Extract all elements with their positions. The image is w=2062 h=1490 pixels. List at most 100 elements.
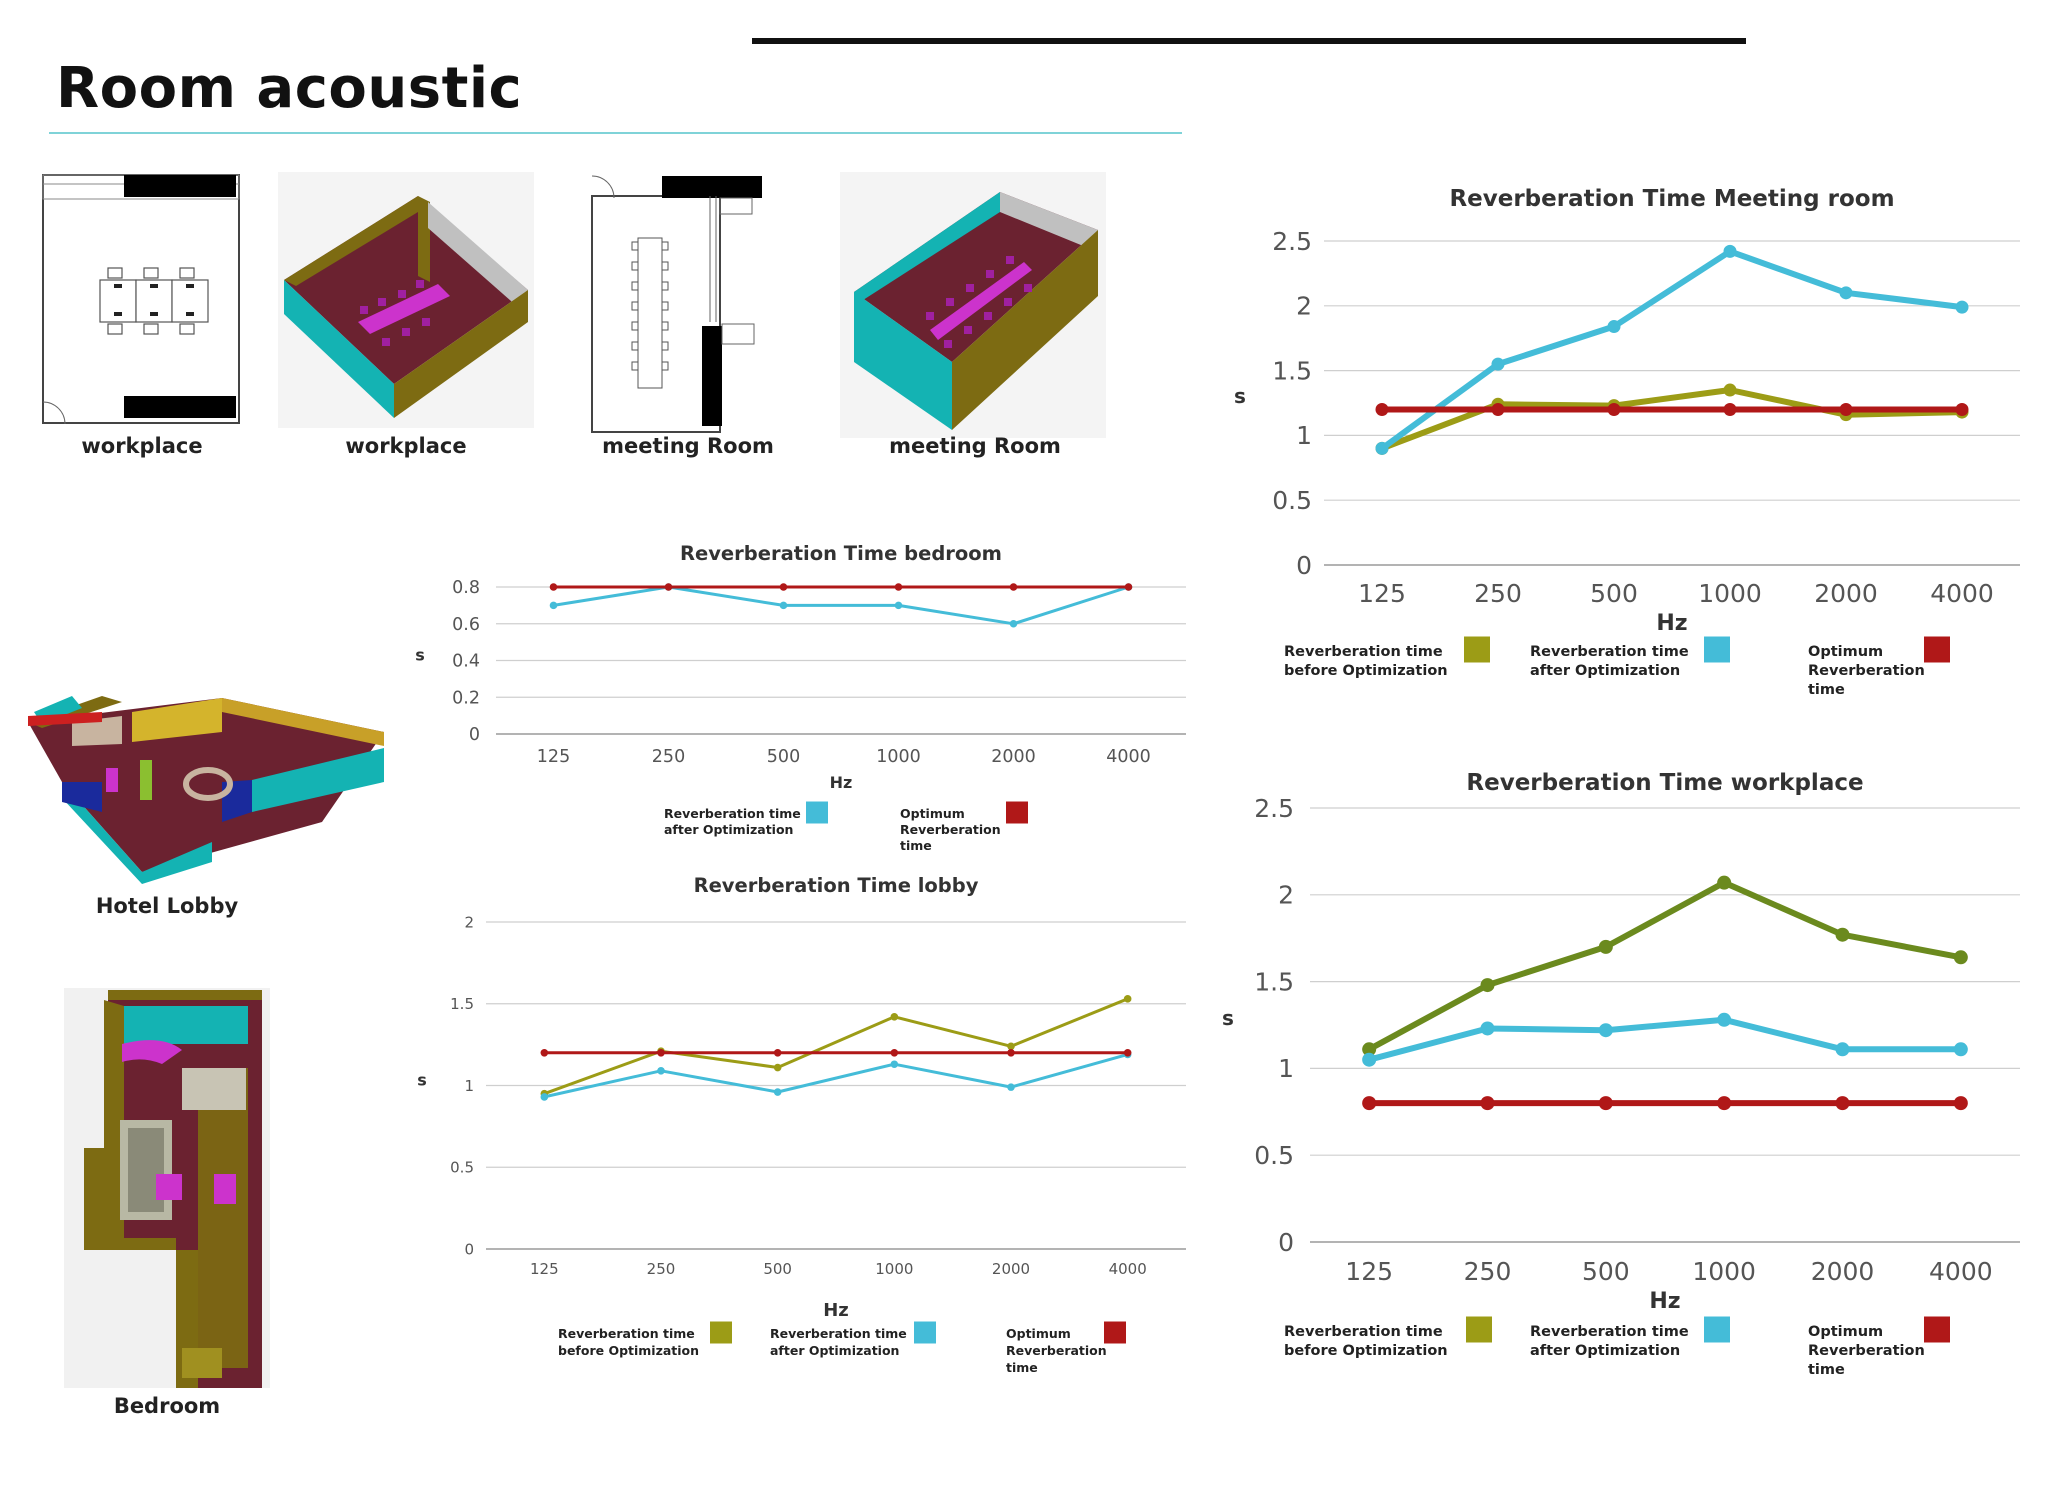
y-tick-label: 0 xyxy=(464,1240,474,1258)
data-point xyxy=(1953,1042,1968,1057)
thumbnail-caption: meeting Room xyxy=(602,434,774,458)
chart-svg: Reverberation Time bedroom 0 0.2 0.4 0.6 0.8 1… xyxy=(415,542,1186,853)
x-tick-label: 2000 xyxy=(991,747,1036,767)
y-tick-label: 0.2 xyxy=(452,688,480,708)
x-axis-label: Hz xyxy=(830,773,853,792)
page-title: Room acoustic xyxy=(56,56,523,121)
legend-swatch xyxy=(1704,1316,1730,1343)
y-tick-label: 0.8 xyxy=(452,578,480,598)
data-point xyxy=(1375,402,1389,416)
data-point xyxy=(1598,1023,1613,1038)
chart-svg: Reverberation Time lobby 0 0.5 1 1.5 2 125 250 5… xyxy=(417,874,1186,1375)
legend-label: before Optimization xyxy=(558,1343,699,1358)
legend-label: after Optimization xyxy=(1530,663,1680,679)
legend-swatch xyxy=(1924,1316,1950,1343)
y-axis-label: s xyxy=(1234,384,1246,408)
series-line xyxy=(1379,248,1965,452)
legend-label: time xyxy=(1808,1362,1845,1378)
y-tick-label: 1 xyxy=(1278,1054,1294,1083)
data-point xyxy=(1362,1052,1377,1067)
data-point xyxy=(664,583,673,591)
data-point xyxy=(1839,402,1853,416)
y-tick-label: 2 xyxy=(464,913,474,931)
x-tick-label: 4000 xyxy=(1929,1257,1993,1286)
x-tick-label: 2000 xyxy=(1814,579,1878,608)
y-axis-label: s xyxy=(1222,1006,1234,1030)
series-line xyxy=(1366,1016,1964,1063)
thumbnail-caption: Bedroom xyxy=(113,1394,221,1418)
thumbnail-caption: meeting Room xyxy=(889,434,1061,458)
data-point xyxy=(1723,244,1737,258)
legend-swatch xyxy=(914,1321,936,1344)
data-point xyxy=(1480,1021,1495,1036)
data-point xyxy=(1124,583,1133,591)
series-line xyxy=(1379,387,1965,452)
legend-item: Optimum Reverberation time xyxy=(1808,636,1950,698)
meeting-room-3d-image xyxy=(840,172,1106,438)
data-point xyxy=(1362,1042,1377,1057)
legend-swatch xyxy=(710,1321,732,1344)
chart-bedroom: Reverberation Time bedroom 0 0.2 0.4 0.6 0.8 1… xyxy=(410,540,1190,860)
data-point xyxy=(1717,1096,1732,1111)
legend-label: Reverberation time xyxy=(1530,644,1689,660)
legend-label: after Optimization xyxy=(770,1343,899,1358)
data-point xyxy=(890,1060,899,1069)
x-tick-label: 125 xyxy=(1358,579,1406,608)
x-tick-label: 4000 xyxy=(1930,579,1994,608)
legend-label: Reverberation time xyxy=(1284,644,1443,660)
data-point xyxy=(1953,950,1968,965)
data-point xyxy=(1607,402,1621,416)
x-axis-label: Hz xyxy=(1656,611,1687,636)
data-point xyxy=(1955,402,1969,416)
data-point xyxy=(549,583,558,591)
x-tick-label: 2000 xyxy=(992,1260,1030,1278)
legend-label: Reverberation time xyxy=(664,806,801,821)
legend-label: before Optimization xyxy=(1284,663,1448,679)
legend-swatch xyxy=(1104,1321,1126,1344)
data-point xyxy=(540,1049,549,1057)
series-line xyxy=(542,997,1130,1096)
data-point xyxy=(657,1066,665,1075)
legend-label: Reverberation time xyxy=(770,1326,907,1341)
y-tick-label: 0 xyxy=(1296,551,1312,580)
y-tick-label: 2 xyxy=(1278,881,1294,910)
x-tick-label: 2000 xyxy=(1811,1257,1875,1286)
y-axis-label: s xyxy=(415,646,425,665)
workplace-3d-image xyxy=(278,172,534,428)
y-tick-label: 1.5 xyxy=(1272,356,1312,385)
data-point xyxy=(1123,995,1132,1003)
hotel-lobby-3d-image xyxy=(28,696,384,884)
y-tick-label: 0.5 xyxy=(1254,1141,1294,1170)
chart-title: Reverberation Time bedroom xyxy=(680,542,1002,565)
legend-label: after Optimization xyxy=(664,822,793,837)
y-tick-label: 1 xyxy=(464,1077,474,1095)
legend-label: Optimum xyxy=(1808,1324,1883,1340)
workplace-plan-image xyxy=(42,174,240,425)
legend-item: Optimum Reverberation time xyxy=(1006,1321,1126,1375)
chart-workplace: Reverberation Time workplace 0 0.5 1 1.5 2 2.5… xyxy=(1210,766,2030,1386)
chart-meeting-room: Reverberation Time Meeting room 0 0.5 1 1.5 2… xyxy=(1230,178,2030,718)
x-tick-label: 500 xyxy=(1590,579,1638,608)
bedroom-3d-image xyxy=(64,988,270,1388)
data-point xyxy=(1835,1096,1850,1111)
thumbnail-caption: Hotel Lobby xyxy=(95,894,239,918)
x-tick-label: 1000 xyxy=(876,747,921,767)
legend-swatch xyxy=(1924,636,1950,663)
legend-label: Reverberation xyxy=(1006,1343,1107,1358)
data-point xyxy=(1480,978,1495,993)
data-point xyxy=(779,583,788,591)
legend-swatch xyxy=(806,801,828,824)
legend-label: time xyxy=(900,838,932,853)
series-line xyxy=(552,585,1130,626)
legend-label: time xyxy=(1006,1360,1038,1375)
x-tick-label: 500 xyxy=(1582,1257,1630,1286)
y-tick-label: 0.4 xyxy=(452,652,480,672)
thumbnail-caption: workplace xyxy=(81,434,203,458)
y-tick-label: 2.5 xyxy=(1254,794,1294,823)
y-tick-label: 1 xyxy=(1296,421,1312,450)
x-tick-label: 250 xyxy=(652,747,685,767)
series-line xyxy=(542,1052,1130,1099)
data-point xyxy=(1009,619,1018,628)
legend-item: Reverberation time before Optimization xyxy=(558,1321,732,1358)
legend-label: Optimum xyxy=(1808,644,1883,660)
